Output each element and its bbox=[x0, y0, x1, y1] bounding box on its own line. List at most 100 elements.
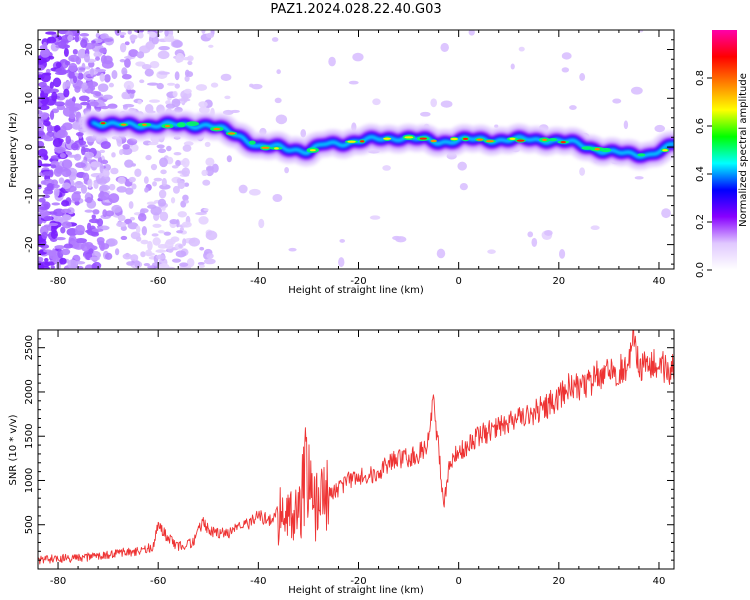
noise-blob bbox=[561, 52, 572, 60]
y-tick-label: 20 bbox=[24, 43, 35, 56]
ridge-hotspot-core bbox=[121, 123, 127, 126]
noise-blob bbox=[62, 81, 67, 91]
noise-blob bbox=[156, 30, 164, 33]
noise-blob bbox=[184, 75, 190, 82]
ridge-hotspot-core bbox=[274, 147, 279, 150]
noise-blob bbox=[99, 163, 104, 174]
x-tick-label: -80 bbox=[50, 276, 66, 287]
noise-blob bbox=[198, 264, 205, 268]
noise-blob bbox=[579, 167, 586, 176]
noise-blob bbox=[91, 228, 104, 233]
ridge-hotspot-core bbox=[476, 138, 484, 141]
noise-blob bbox=[85, 196, 93, 204]
noise-blob bbox=[161, 178, 167, 187]
noise-blob bbox=[128, 49, 139, 57]
noise-blob bbox=[175, 159, 181, 167]
noise-blob bbox=[146, 201, 157, 206]
noise-blob bbox=[179, 227, 185, 231]
noise-blob bbox=[328, 56, 336, 67]
noise-blob bbox=[135, 225, 141, 234]
noise-blob bbox=[201, 169, 208, 177]
noise-blob bbox=[44, 257, 49, 262]
noise-blob bbox=[284, 166, 289, 174]
noise-blob bbox=[420, 111, 431, 117]
noise-blob bbox=[188, 237, 201, 247]
ridge-hotspot-core bbox=[404, 136, 414, 139]
ridge-hotspot-outer bbox=[581, 146, 593, 150]
noise-blob bbox=[172, 90, 178, 98]
noise-blob bbox=[103, 38, 114, 42]
noise-blob bbox=[70, 142, 79, 151]
noise-blob bbox=[51, 91, 58, 102]
noise-blob bbox=[137, 213, 147, 222]
ridge-hotspot-core bbox=[227, 132, 236, 135]
noise-blob bbox=[80, 146, 86, 156]
noise-blob bbox=[40, 48, 51, 58]
noise-blob bbox=[258, 218, 265, 229]
noise-blob bbox=[110, 167, 119, 175]
noise-blob bbox=[197, 261, 205, 266]
ridge-hotspot-outer bbox=[186, 121, 200, 127]
ridge-hotspot-core bbox=[594, 148, 600, 151]
noise-blob bbox=[100, 243, 110, 250]
noise-blob bbox=[205, 157, 215, 167]
noise-blob bbox=[53, 187, 60, 198]
noise-blob bbox=[561, 67, 570, 73]
noise-blob bbox=[137, 99, 142, 105]
noise-blob bbox=[639, 30, 644, 33]
ridge-hotspot-core bbox=[462, 137, 469, 140]
page-title: PAZ1.2024.028.22.40.G03 bbox=[270, 2, 442, 17]
noise-blob bbox=[61, 168, 72, 178]
colorbar-tick-label: 0.0 bbox=[695, 262, 706, 278]
colorbar: 0.0 0.2 0.4 0.6 0.8 Normalized spectral ampl… bbox=[695, 30, 749, 278]
noise-blob bbox=[91, 263, 98, 269]
noise-blob bbox=[49, 81, 54, 89]
noise-blob bbox=[75, 132, 84, 137]
noise-blob bbox=[105, 210, 115, 217]
noise-blob bbox=[67, 154, 79, 158]
noise-blob bbox=[208, 44, 214, 48]
noise-blob bbox=[170, 236, 180, 243]
noise-blob bbox=[145, 41, 155, 50]
noise-blob bbox=[158, 230, 165, 234]
noise-blob bbox=[75, 32, 80, 37]
ridge-hotspot-core bbox=[142, 123, 147, 126]
noise-blob bbox=[81, 82, 89, 90]
spectrogram-panel: -80 -60 -40 -20 0 20 40 -20 -10 0 10 20 Height of … bbox=[8, 29, 675, 296]
noise-blob bbox=[99, 47, 107, 54]
colorbar-ticks: 0.0 0.2 0.4 0.6 0.8 bbox=[695, 70, 712, 278]
ridge-hotspot-core bbox=[165, 125, 171, 128]
noise-blob bbox=[89, 101, 99, 107]
ridge-hotspot-core bbox=[382, 137, 392, 140]
noise-blob bbox=[58, 177, 65, 184]
noise-blob bbox=[74, 34, 80, 43]
noise-blob bbox=[62, 214, 72, 221]
noise-blob bbox=[158, 46, 170, 51]
noise-blob bbox=[171, 165, 179, 169]
noise-blob bbox=[86, 81, 99, 88]
noise-blob bbox=[42, 41, 48, 50]
noise-blob bbox=[99, 73, 105, 82]
noise-blob bbox=[181, 157, 190, 168]
colorbar-tick-label: 0.4 bbox=[695, 166, 706, 182]
spectrogram-frame bbox=[37, 29, 675, 270]
noise-blob bbox=[47, 36, 57, 44]
noise-blob bbox=[80, 38, 88, 48]
noise-blob bbox=[176, 230, 184, 234]
noise-blob bbox=[184, 199, 189, 204]
noise-blob bbox=[116, 186, 128, 193]
noise-blob bbox=[144, 68, 154, 77]
noise-blob bbox=[160, 169, 167, 175]
noise-blob bbox=[74, 200, 80, 206]
spectrogram-y-ticks: -20 -10 0 10 20 bbox=[24, 29, 674, 265]
noise-blob bbox=[46, 183, 54, 191]
noise-blob bbox=[181, 221, 192, 228]
noise-blob bbox=[152, 181, 157, 187]
noise-blob bbox=[130, 254, 139, 262]
ridge-hotspot-outer bbox=[248, 140, 256, 145]
noise-blob bbox=[139, 79, 145, 84]
noise-blob bbox=[120, 34, 125, 39]
noise-blob bbox=[211, 163, 219, 173]
noise-blob bbox=[544, 230, 553, 236]
noise-blob bbox=[68, 71, 75, 79]
